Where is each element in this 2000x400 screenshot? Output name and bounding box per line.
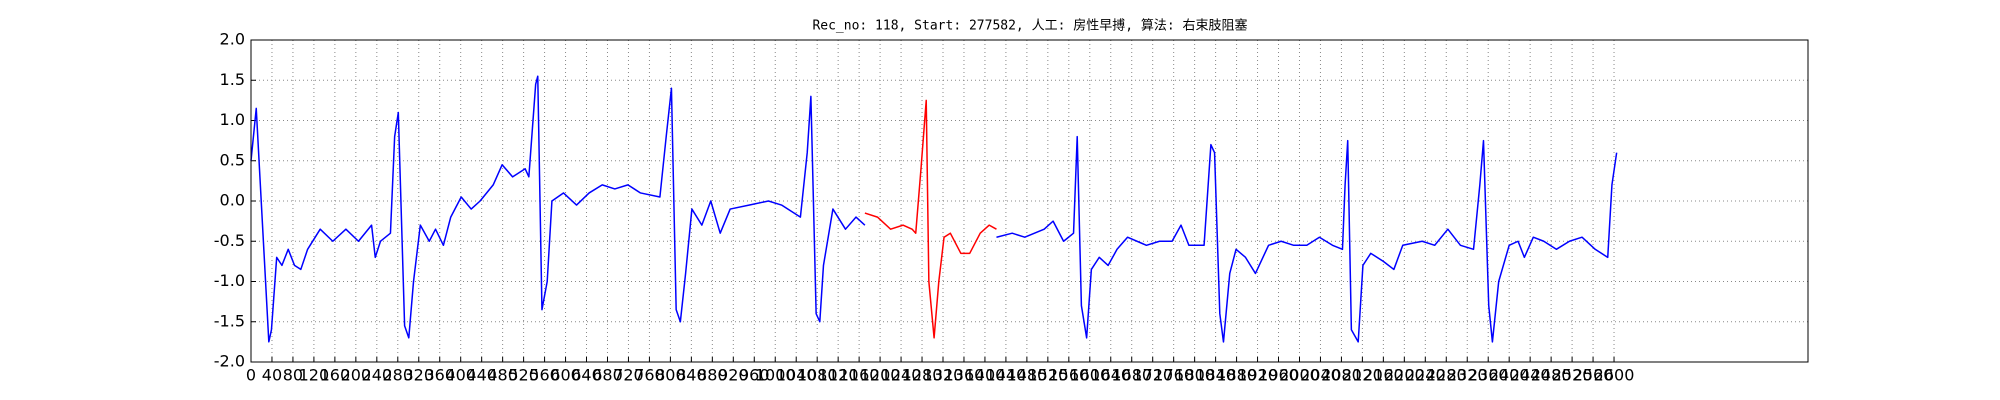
x-tick-label: 1520 — [1027, 366, 1068, 385]
x-tick-label: 320 — [403, 366, 434, 385]
x-tick-label: 1400 — [965, 366, 1006, 385]
x-tick-label: 400 — [445, 366, 476, 385]
x-tick-label: 880 — [697, 366, 728, 385]
x-tick-label: 640 — [571, 366, 602, 385]
x-tick-label: 2160 — [1363, 366, 1404, 385]
x-tick-label: 520 — [508, 366, 539, 385]
x-tick-label: 160 — [320, 366, 351, 385]
ecg-line — [996, 135, 1618, 343]
x-tick-label: 920 — [718, 366, 749, 385]
x-tick-label: 2200 — [1384, 366, 1425, 385]
x-tick-label: 960 — [739, 366, 770, 385]
x-tick-label: 1720 — [1132, 366, 1173, 385]
x-tick-label: 1360 — [944, 366, 985, 385]
y-tick-label: -0.5 — [214, 231, 245, 250]
y-tick-label: -1.5 — [214, 311, 245, 330]
x-tick-label: 680 — [592, 366, 623, 385]
x-tick-label: 2360 — [1468, 366, 1509, 385]
y-tick-label: 1.5 — [220, 70, 245, 89]
x-tick-label: 2320 — [1447, 366, 1488, 385]
x-tick-label: 800 — [655, 366, 686, 385]
x-tick-label: 1840 — [1195, 366, 1236, 385]
x-tick-label: 0 — [246, 366, 256, 385]
x-tick-label: 1000 — [755, 366, 796, 385]
x-tick-label: 1880 — [1216, 366, 1257, 385]
ecg-line — [250, 75, 866, 343]
x-tick-label: 440 — [466, 366, 497, 385]
x-tick-label: 1440 — [986, 366, 1027, 385]
x-tick-label: 2000 — [1279, 366, 1320, 385]
x-tick-label: 760 — [634, 366, 665, 385]
x-tick-label: 280 — [383, 366, 414, 385]
y-tick-label: 0.0 — [220, 191, 245, 210]
x-tick-label: 1280 — [902, 366, 943, 385]
x-tick-label: 1480 — [1007, 366, 1048, 385]
x-tick-label: 1560 — [1048, 366, 1089, 385]
x-tick-label: 360 — [424, 366, 455, 385]
x-tick-label: 200 — [341, 366, 372, 385]
ecg-line — [864, 99, 997, 339]
x-tick-label: 1960 — [1258, 366, 1299, 385]
x-tick-label: 2560 — [1573, 366, 1614, 385]
x-tick-label: 1640 — [1090, 366, 1131, 385]
plot-frame — [250, 39, 1809, 363]
chart-title: Rec_no: 118, Start: 277582, 人工: 房性早搏, 算法… — [812, 18, 1247, 34]
y-tick-label: 1.0 — [220, 110, 245, 129]
x-tick-label: 1160 — [839, 366, 880, 385]
x-tick-label: 2480 — [1531, 366, 1572, 385]
x-tick-label: 2520 — [1552, 366, 1593, 385]
x-tick-label: 2280 — [1426, 366, 1467, 385]
x-tick-label: 2240 — [1405, 366, 1446, 385]
x-tick-label: 1200 — [860, 366, 901, 385]
x-tick-label: 2040 — [1300, 366, 1341, 385]
y-tick-label: 0.5 — [220, 150, 245, 169]
x-tick-label: 2080 — [1321, 366, 1362, 385]
x-tick-label: 1080 — [797, 366, 838, 385]
x-tick-label: 1040 — [776, 366, 817, 385]
y-tick-label: -2.0 — [214, 352, 245, 371]
x-tick-label: 1600 — [1069, 366, 1110, 385]
x-tick-label: 2400 — [1489, 366, 1530, 385]
x-tick-label: 2600 — [1594, 366, 1635, 385]
x-tick-label: 480 — [487, 366, 518, 385]
x-tick-label: 120 — [299, 366, 330, 385]
x-tick-label: 1920 — [1237, 366, 1278, 385]
y-tick-label: -1.0 — [214, 271, 245, 290]
x-tick-label: 2120 — [1342, 366, 1383, 385]
x-tick-label: 1760 — [1153, 366, 1194, 385]
x-tick-label: 1320 — [923, 366, 964, 385]
x-tick-label: 720 — [613, 366, 644, 385]
x-tick-label: 40 — [262, 366, 282, 385]
x-tick-label: 1240 — [881, 366, 922, 385]
x-tick-label: 2440 — [1510, 366, 1551, 385]
x-tick-label: 840 — [676, 366, 707, 385]
x-tick-label: 1800 — [1174, 366, 1215, 385]
x-tick-label: 1120 — [818, 366, 859, 385]
x-tick-label: 240 — [362, 366, 393, 385]
x-tick-label: 80 — [283, 366, 303, 385]
x-tick-label: 600 — [550, 366, 581, 385]
x-tick-label: 560 — [529, 366, 560, 385]
x-tick-label: 1680 — [1111, 366, 1152, 385]
y-tick-label: 2.0 — [220, 30, 245, 49]
